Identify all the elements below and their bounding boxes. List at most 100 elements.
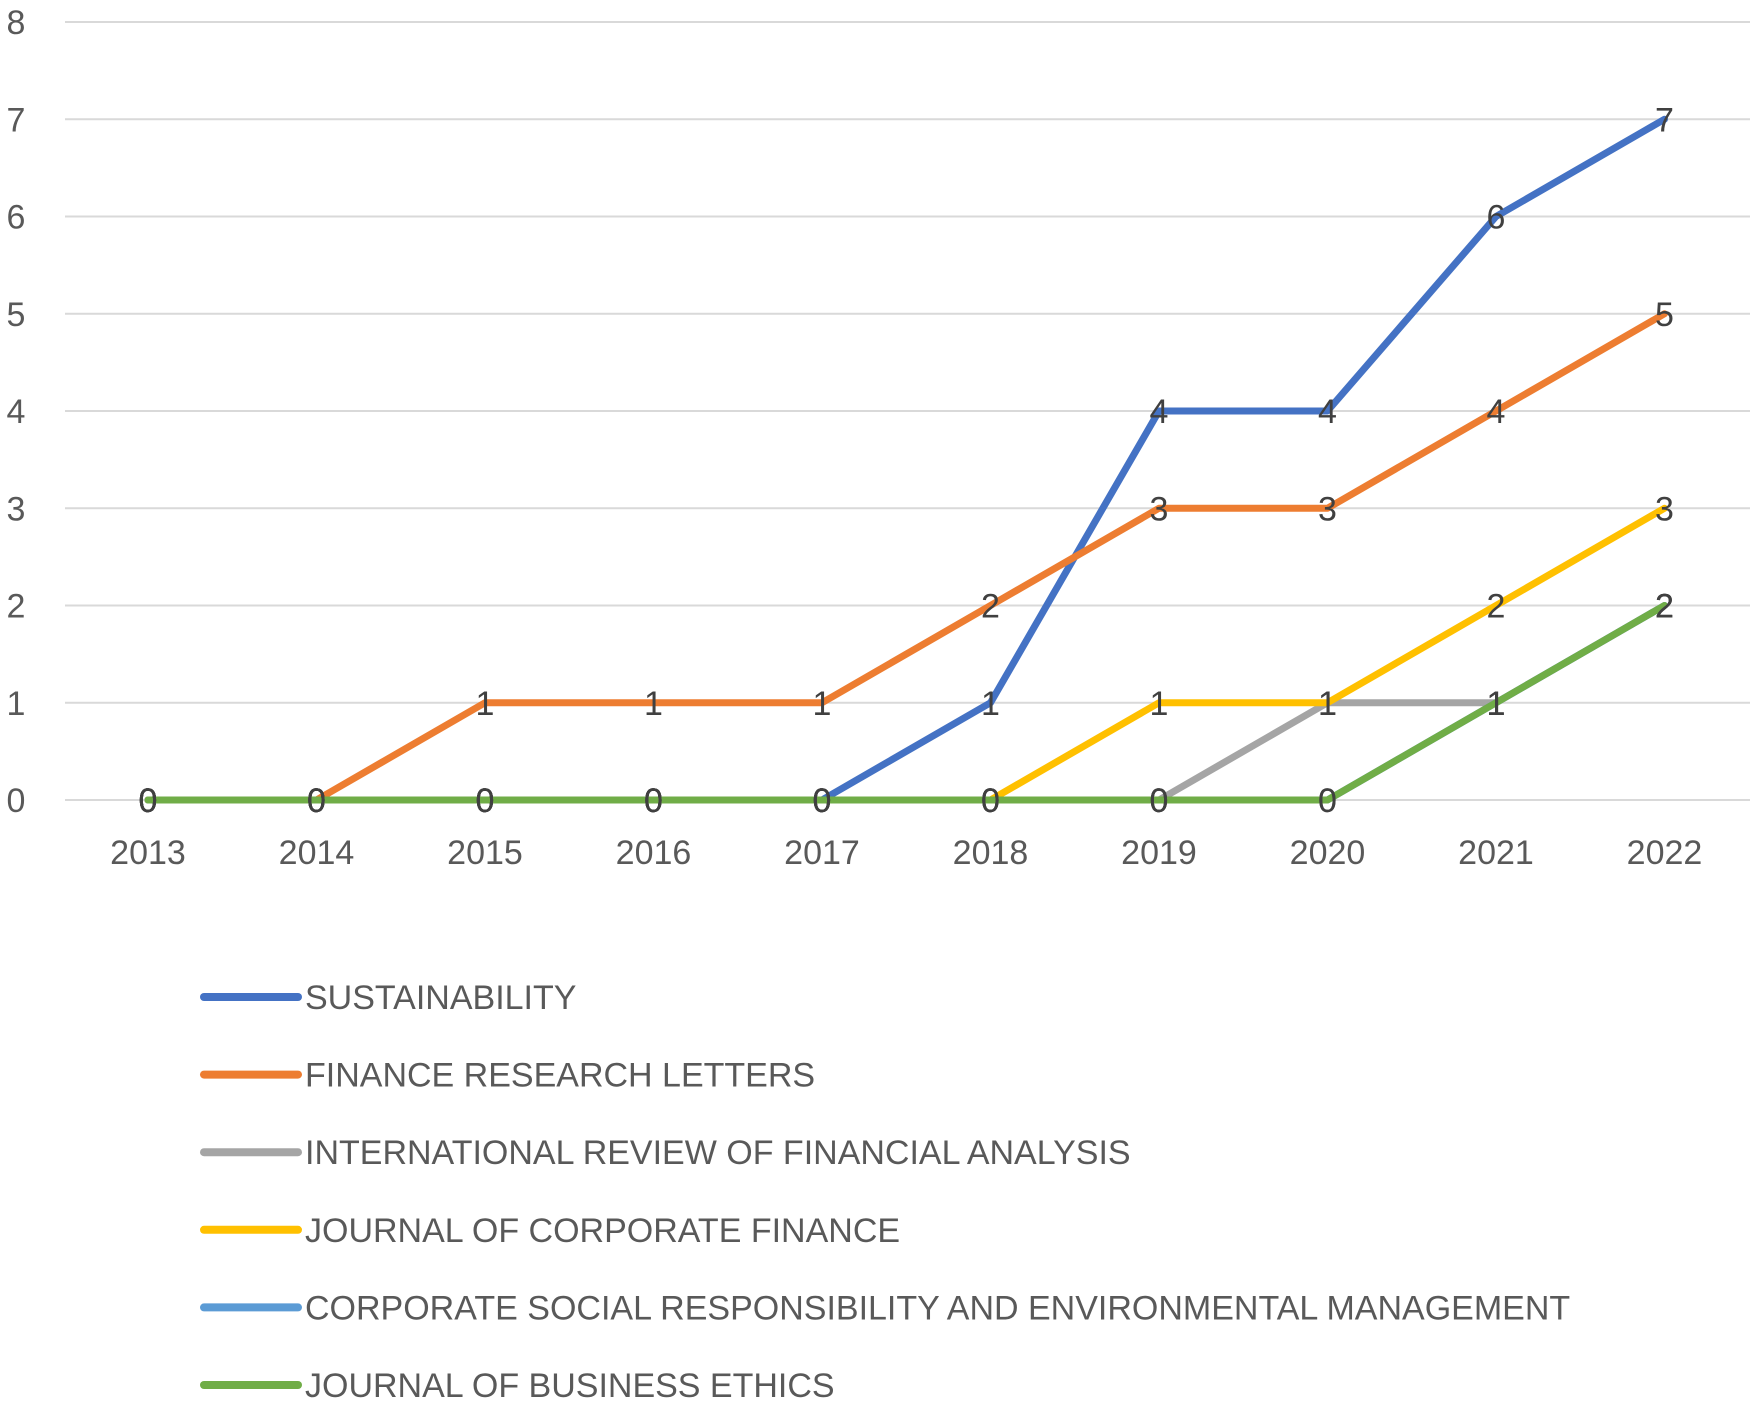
- gridlines: [65, 21, 1750, 801]
- y-tick-label: 7: [7, 101, 26, 139]
- data-label-s3-p0: 0: [139, 782, 158, 820]
- x-tick-label: 2013: [110, 834, 186, 872]
- legend-item-3: JOURNAL OF CORPORATE FINANCE: [200, 1212, 900, 1250]
- series-lines: [144, 115, 1668, 804]
- data-label-s4-p0: 0: [139, 782, 158, 820]
- series-line-0: [144, 115, 1668, 804]
- x-axis-ticks: 2013 2014 2015 2016 2017 2018 2019 2020 2021 2022: [110, 834, 1702, 872]
- data-label-s0-p3: 0: [644, 782, 663, 820]
- data-label-s2-p2: 0: [476, 782, 495, 820]
- data-label-s2-p9: 2: [1655, 588, 1674, 626]
- y-tick-label: 0: [7, 782, 26, 820]
- legend-label: JOURNAL OF BUSINESS ETHICS: [305, 1367, 835, 1405]
- x-tick-label: 2018: [953, 834, 1029, 872]
- data-label-s3-p7: 1: [1318, 685, 1337, 723]
- data-label-s2-p7: 1: [1318, 685, 1337, 723]
- data-label-s2-p0: 0: [139, 782, 158, 820]
- data-label-s4-p3: 0: [644, 782, 663, 820]
- data-label-s1-p2: 1: [476, 685, 495, 723]
- x-tick-label: 2016: [616, 834, 692, 872]
- data-label-s3-p4: 0: [813, 782, 832, 820]
- y-tick-label: 5: [7, 296, 26, 334]
- data-label-s5-p4: 0: [813, 782, 832, 820]
- data-label-s1-p0: 0: [139, 782, 158, 820]
- y-axis-ticks: 0 1 2 3 4 5 6 7 8: [7, 4, 26, 820]
- data-label-s1-p3: 1: [644, 685, 663, 723]
- y-tick-label: 6: [7, 199, 26, 237]
- legend-label: JOURNAL OF CORPORATE FINANCE: [305, 1212, 900, 1250]
- data-label-s1-p9: 5: [1655, 296, 1674, 334]
- data-label-s3-p3: 0: [644, 782, 663, 820]
- legend-item-1: FINANCE RESEARCH LETTERS: [200, 1057, 815, 1095]
- legend-label: SUSTAINABILITY: [305, 979, 576, 1017]
- x-tick-label: 2020: [1290, 834, 1366, 872]
- x-tick-label: 2019: [1121, 834, 1197, 872]
- data-label-s0-p1: 0: [307, 782, 326, 820]
- data-label-s1-p5: 2: [981, 588, 1000, 626]
- data-label-s1-p7: 3: [1318, 490, 1337, 528]
- data-label-s5-p2: 0: [476, 782, 495, 820]
- data-label-s4-p2: 0: [476, 782, 495, 820]
- y-tick-label: 4: [7, 393, 26, 431]
- data-label-s2-p4: 0: [813, 782, 832, 820]
- data-label-s3-p5: 0: [981, 782, 1000, 820]
- data-label-s5-p1: 0: [307, 782, 326, 820]
- data-label-s3-p6: 1: [1150, 685, 1169, 723]
- data-label-s1-p8: 4: [1487, 393, 1506, 431]
- data-label-s4-p4: 0: [813, 782, 832, 820]
- data-label-s2-p8: 1: [1487, 685, 1506, 723]
- data-label-s0-p2: 0: [476, 782, 495, 820]
- x-tick-label: 2017: [784, 834, 860, 872]
- data-label-s5-p5: 0: [981, 782, 1000, 820]
- data-label-s5-p3: 0: [644, 782, 663, 820]
- legend-item-4: CORPORATE SOCIAL RESPONSIBILITY AND ENVI…: [200, 1289, 1570, 1327]
- y-tick-label: 8: [7, 4, 26, 42]
- legend-item-0: SUSTAINABILITY: [200, 979, 576, 1017]
- legend-label: CORPORATE SOCIAL RESPONSIBILITY AND ENVI…: [305, 1289, 1570, 1327]
- data-label-s5-p0: 0: [139, 782, 158, 820]
- legend-label: INTERNATIONAL REVIEW OF FINANCIAL ANALYS…: [305, 1134, 1131, 1172]
- data-label-s0-p7: 4: [1318, 393, 1337, 431]
- data-label-s3-p1: 0: [307, 782, 326, 820]
- series-line-1: [144, 310, 1668, 804]
- data-label-s4-p1: 0: [307, 782, 326, 820]
- y-tick-label: 1: [7, 685, 26, 723]
- data-label-s1-p1: 0: [307, 782, 326, 820]
- data-label-s5-p8: 1: [1487, 685, 1506, 723]
- data-label-s2-p3: 0: [644, 782, 663, 820]
- data-label-s5-p7: 0: [1318, 782, 1337, 820]
- data-label-s0-p6: 4: [1150, 393, 1169, 431]
- legend-label: FINANCE RESEARCH LETTERS: [305, 1057, 815, 1095]
- x-tick-label: 2015: [447, 834, 523, 872]
- data-label-s4-p8: 1: [1487, 685, 1506, 723]
- data-label-s1-p6: 3: [1150, 490, 1169, 528]
- data-label-s4-p5: 0: [981, 782, 1000, 820]
- data-label-s5-p9: 2: [1655, 588, 1674, 626]
- legend: SUSTAINABILITY FINANCE RESEARCH LETTERS IN…: [200, 979, 1570, 1405]
- x-tick-label: 2022: [1627, 834, 1703, 872]
- legend-item-2: INTERNATIONAL REVIEW OF FINANCIAL ANALYS…: [200, 1134, 1131, 1172]
- data-label-s0-p5: 1: [981, 685, 1000, 723]
- legend-item-5: JOURNAL OF BUSINESS ETHICS: [200, 1367, 835, 1405]
- data-label-s0-p8: 6: [1487, 199, 1506, 237]
- x-tick-label: 2021: [1458, 834, 1534, 872]
- data-label-s3-p2: 0: [476, 782, 495, 820]
- data-label-s1-p4: 1: [813, 685, 832, 723]
- data-label-s0-p0: 0: [139, 782, 158, 820]
- data-label-s4-p6: 0: [1150, 782, 1169, 820]
- data-label-s2-p5: 0: [981, 782, 1000, 820]
- data-label-s3-p9: 3: [1655, 490, 1674, 528]
- data-label-s3-p8: 2: [1487, 588, 1506, 626]
- data-label-s2-p1: 0: [307, 782, 326, 820]
- y-tick-label: 2: [7, 588, 26, 626]
- series-line-5: [144, 602, 1668, 804]
- data-label-s0-p9: 7: [1655, 101, 1674, 139]
- data-label-s4-p7: 0: [1318, 782, 1337, 820]
- data-label-s0-p4: 0: [813, 782, 832, 820]
- data-label-s5-p6: 0: [1150, 782, 1169, 820]
- data-label-s2-p6: 0: [1150, 782, 1169, 820]
- data-label-s4-p9: 2: [1655, 588, 1674, 626]
